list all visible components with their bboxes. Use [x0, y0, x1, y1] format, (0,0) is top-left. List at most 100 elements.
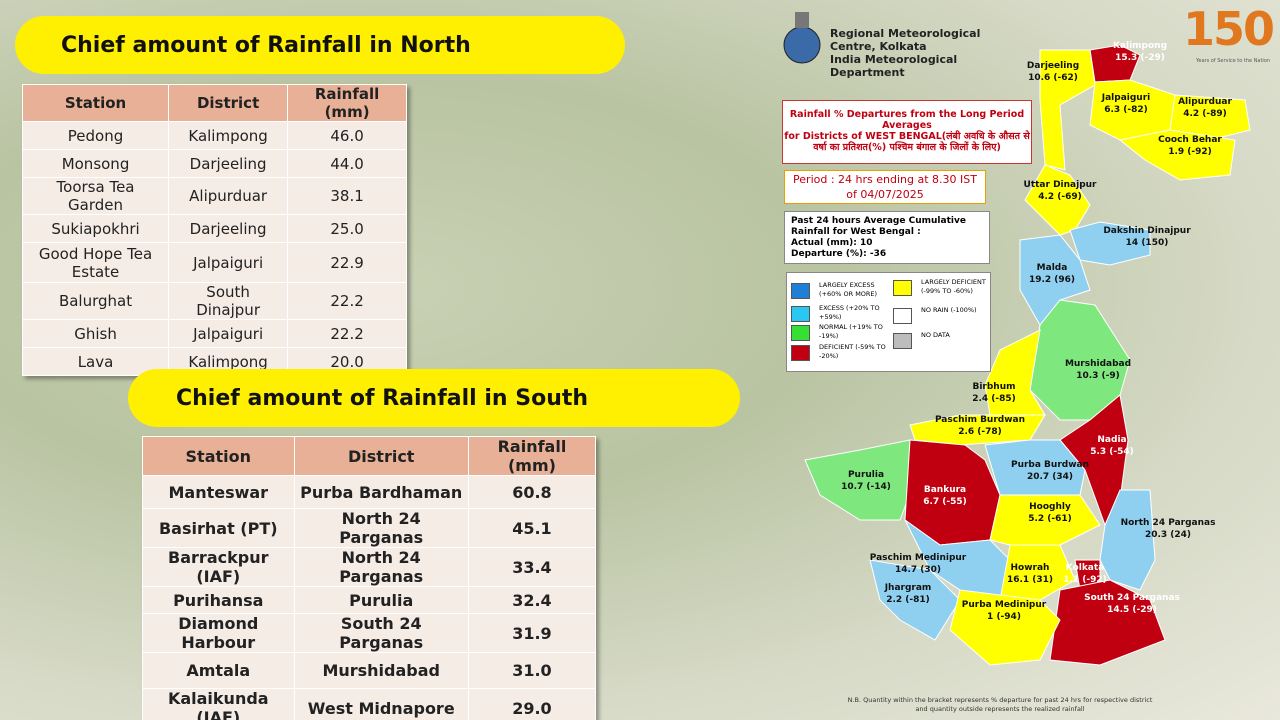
summary-line: Past 24 hours Average Cumulative Rainfal…: [791, 216, 966, 237]
org-line: India Meteorological: [830, 53, 958, 66]
map-title: Rainfall % Departures from the Long Peri…: [782, 100, 1032, 164]
table-cell: Kalaikunda (IAF): [142, 688, 295, 720]
table-row: Ghish Jalpaiguri 22.2: [21, 319, 407, 348]
district-name: Dakshin Dinajpur: [1103, 226, 1191, 236]
table-cell: Amtala: [142, 652, 295, 689]
column-header: Rainfall (mm): [467, 436, 597, 476]
district-name: Kolkata: [1066, 563, 1105, 573]
district-value: 2.6 (-78): [958, 427, 1002, 437]
district-shape: [1169, 94, 1251, 141]
district-name: Bankura: [924, 485, 966, 495]
district-name: Cooch Behar: [1158, 135, 1222, 145]
table-cell: West Midnapore: [293, 688, 469, 720]
table-cell: North 24 Parganas: [293, 508, 469, 548]
district-value: 6.7 (-55): [923, 497, 967, 507]
district-value: 19.2 (96): [1029, 275, 1075, 285]
district-name: Purba Medinipur: [962, 600, 1047, 610]
legend-swatch: [791, 325, 810, 341]
legend-swatch: [791, 345, 810, 361]
table-row: Basirhat (PT) North 24 Parganas 45.1: [142, 508, 597, 548]
district-value: 1.9 (-92): [1168, 147, 1212, 157]
table-cell: 38.1: [287, 177, 407, 215]
table-cell: 22.2: [287, 282, 407, 320]
imd-emblem: [783, 26, 821, 64]
table-cell: Barrackpur (IAF): [142, 547, 295, 587]
table-row: Manteswar Purba Bardhaman 60.8: [142, 475, 597, 509]
district-value: 20.7 (34): [1027, 472, 1073, 482]
table-cell: Kalimpong: [168, 121, 289, 150]
district-shape: [1099, 489, 1156, 591]
table-row: Kalaikunda (IAF) West Midnapore 29.0: [142, 688, 597, 720]
district-value: 14 (150): [1126, 238, 1169, 248]
district-shape: [1049, 579, 1166, 666]
district-shape: [804, 439, 916, 521]
district-value: 10.3 (-9): [1076, 371, 1120, 381]
district-value: 5.3 (-54): [1090, 447, 1134, 457]
district-name: Howrah: [1011, 563, 1050, 573]
south-title: Chief amount of Rainfall in South: [128, 369, 740, 427]
org-line: Regional Meteorological: [830, 27, 981, 40]
legend-swatch: [893, 280, 912, 296]
district-shape: [1024, 164, 1091, 236]
district-name: Jalpaiguri: [1101, 93, 1150, 103]
table-row: Barrackpur (IAF) North 24 Parganas 33.4: [142, 547, 597, 587]
header-row: Station District Rainfall (mm): [21, 84, 407, 122]
district-name: Murshidabad: [1065, 359, 1131, 369]
legend-label: EXCESS (+20% TO +59%): [819, 304, 880, 321]
district-shape: [1118, 129, 1236, 181]
org-line: Department: [830, 66, 905, 79]
legend-label: LARGELY DEFICIENT (-99% TO -60%): [921, 278, 986, 295]
table-cell: Purba Bardhaman: [293, 475, 469, 509]
summary-line: Actual (mm): 10: [791, 238, 873, 248]
district-value: 4.2 (-89): [1183, 109, 1227, 119]
summary: Past 24 hours Average Cumulative Rainfal…: [784, 211, 990, 264]
district-shape: [1039, 49, 1096, 171]
table-cell: 44.0: [287, 149, 407, 178]
org-name: Regional Meteorological Centre, Kolkata …: [830, 27, 980, 79]
logo-tagline: Years of Service to the Nation: [1196, 58, 1271, 64]
legend-label: NO RAIN (-100%): [921, 306, 977, 314]
table-cell: Alipurduar: [168, 177, 289, 215]
table-cell: 29.0: [467, 688, 597, 720]
district-value: 4.2 (-69): [1038, 192, 1082, 202]
logo-number: 150: [1183, 2, 1275, 56]
header-row: Station District Rainfall (mm): [142, 436, 597, 476]
table-cell: 25.0: [287, 214, 407, 243]
legend-swatch: [893, 308, 912, 324]
summary-line: Departure (%): -36: [791, 249, 887, 259]
org-line: Centre, Kolkata: [830, 40, 927, 53]
table-cell: 45.1: [467, 508, 597, 548]
district-shape: [869, 559, 961, 641]
district-name: Darjeeling: [1027, 61, 1079, 71]
emblem-top: [795, 12, 809, 28]
north-title: Chief amount of Rainfall in North: [15, 16, 625, 74]
legend-swatch: [893, 333, 912, 349]
table-cell: 22.2: [287, 319, 407, 348]
district-value: 2.2 (-81): [886, 595, 930, 605]
legend-swatch: [791, 283, 810, 299]
district-name: South 24 Parganas: [1084, 593, 1180, 603]
table-cell: South 24 Parganas: [293, 613, 469, 653]
district-name: Jhargram: [884, 583, 932, 593]
note-line: and quantity outside represents the real…: [915, 705, 1085, 713]
district-value: 14.5 (-29): [1107, 605, 1157, 615]
table-cell: Basirhat (PT): [142, 508, 295, 548]
legend-label: NORMAL (+19% TO -19%): [819, 323, 883, 340]
district-name: Alipurduar: [1178, 97, 1232, 107]
table-cell: 60.8: [467, 475, 597, 509]
table-cell: Good Hope Tea Estate: [21, 242, 170, 283]
district-shape: [1019, 234, 1091, 326]
district-name: Birbhum: [972, 382, 1015, 392]
district-value: 1 (-94): [987, 612, 1021, 622]
map-title-line: for Districts of WEST BENGAL(लंबी अवधि क…: [784, 131, 1030, 153]
district-name: Purulia: [848, 470, 884, 480]
legend-label: DEFICIENT (-59% TO -20%): [819, 343, 886, 360]
table-row: Sukiapokhri Darjeeling 25.0: [21, 214, 407, 243]
table-cell: Manteswar: [142, 475, 295, 509]
period: Period : 24 hrs ending at 8.30 IST of 04…: [784, 170, 986, 204]
table-row: Good Hope Tea Estate Jalpaiguri 22.9: [21, 242, 407, 283]
table-cell: 31.9: [467, 613, 597, 653]
table-cell: Murshidabad: [293, 652, 469, 689]
